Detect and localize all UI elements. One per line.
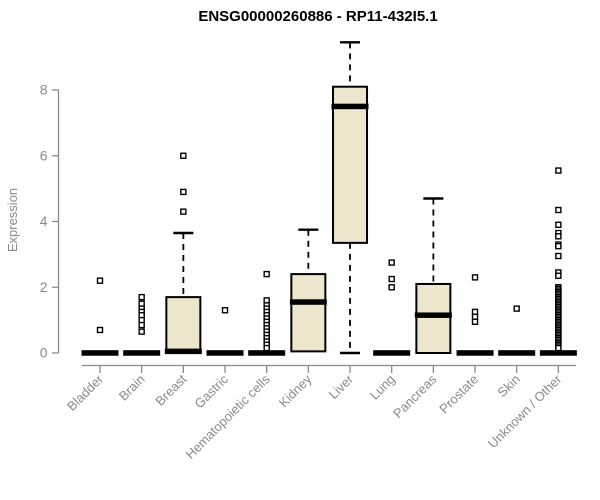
box-iqr: [165, 296, 202, 354]
outlier-point: [138, 328, 145, 335]
median-line: [373, 350, 411, 356]
y-tick-label: 0: [40, 345, 48, 361]
boxplot-bladder: [81, 277, 119, 356]
boxplot-unknown-other: [539, 167, 577, 356]
x-category-label-gastric: Gastric: [191, 371, 231, 411]
boxplot-lung: [373, 259, 411, 356]
x-category-label-skin: Skin: [494, 372, 522, 400]
boxplot-brain: [123, 293, 161, 356]
outlier-point: [180, 188, 187, 196]
y-tick-label: 6: [40, 147, 48, 163]
median-line: [456, 350, 494, 356]
outlier-point: [555, 221, 562, 228]
median-line: [81, 350, 119, 356]
outlier-point: [471, 318, 479, 325]
x-category-label-liver: Liver: [326, 371, 357, 402]
boxplot-liver: [331, 41, 369, 355]
median-line: [206, 350, 244, 356]
median-line: [414, 312, 452, 318]
outlier-point: [555, 242, 562, 250]
outlier-point: [388, 259, 395, 266]
outlier-point: [555, 272, 562, 279]
outlier-point: [513, 305, 520, 312]
x-category-label-brain: Brain: [116, 372, 148, 404]
boxplot-prostate: [456, 274, 494, 356]
boxplot-breast: [164, 152, 202, 355]
outlier-point: [221, 307, 229, 314]
boxplot-gastric: [206, 307, 244, 356]
boxplot-skin: [498, 305, 536, 356]
x-category-label-lung: Lung: [367, 372, 398, 403]
boxplot-hematopoietic-cells: [248, 270, 286, 356]
outlier-point: [96, 277, 104, 284]
outlier-point: [138, 321, 145, 329]
y-tick-label: 4: [40, 213, 48, 229]
outlier-point: [96, 326, 104, 334]
outlier-point: [388, 275, 395, 283]
outlier-point: [555, 344, 562, 352]
outlier-point: [180, 152, 187, 159]
x-category-label-prostate: Prostate: [436, 372, 481, 417]
median-line: [164, 348, 202, 355]
x-category-label-pancreas: Pancreas: [390, 371, 440, 421]
chart-title: ENSG00000260886 - RP11-432I5.1: [198, 8, 438, 25]
median-line: [123, 350, 161, 356]
box-iqr: [415, 282, 452, 354]
boxplot-kidney: [289, 228, 327, 353]
boxplot-pancreas: [414, 197, 452, 354]
box-iqr: [332, 85, 369, 244]
outlier-point: [263, 270, 270, 278]
x-category-label-unknown-other: Unknown / Other: [485, 371, 565, 451]
outlier-point: [263, 344, 270, 352]
median-line: [539, 350, 577, 356]
y-tick-label: 2: [40, 279, 48, 295]
outlier-point: [555, 233, 562, 240]
box-iqr: [290, 273, 327, 353]
y-tick-label: 8: [40, 82, 48, 98]
outlier-point: [555, 252, 562, 260]
median-line: [248, 350, 286, 356]
outlier-point: [138, 293, 145, 301]
x-category-label-bladder: Bladder: [64, 371, 107, 414]
outlier-point: [471, 274, 479, 281]
median-line: [289, 299, 327, 305]
x-category-label-kidney: Kidney: [276, 371, 315, 410]
median-line: [498, 350, 536, 356]
x-category-label-breast: Breast: [152, 371, 189, 408]
outlier-point: [388, 284, 395, 291]
outlier-point: [555, 167, 562, 174]
median-line: [331, 103, 369, 110]
outlier-point: [180, 208, 187, 215]
outlier-point: [555, 206, 562, 214]
